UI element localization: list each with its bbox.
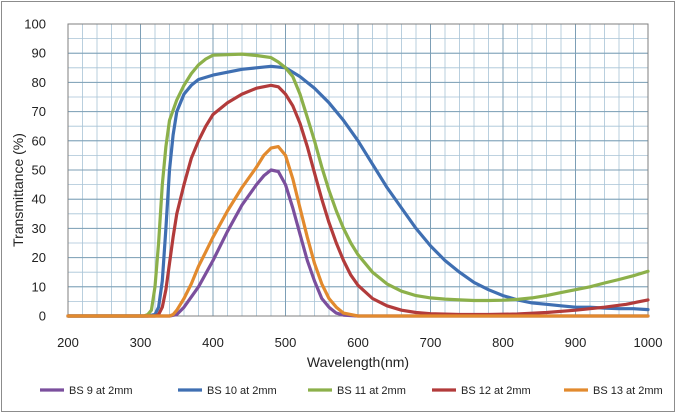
x-axis-tick-labels: 200 300 400 500 600 700 800 900 1000 [57, 335, 662, 350]
legend-label: BS 12 at 2mm [461, 385, 531, 397]
x-axis-title: Wavelength(nm) [307, 354, 409, 370]
x-tick-label: 400 [202, 335, 224, 350]
series-line [66, 168, 650, 318]
x-tick-label: 500 [275, 335, 297, 350]
y-tick-label: 20 [32, 250, 46, 265]
y-tick-label: 70 [32, 104, 46, 119]
y-tick-label: 50 [32, 163, 46, 178]
legend-label: BS 11 at 2mm [337, 385, 406, 397]
series-lines [66, 52, 650, 318]
y-tick-label: 30 [32, 221, 46, 236]
legend-label: BS 9 at 2mm [69, 385, 133, 397]
y-axis-title: Transmittance (%) [10, 133, 26, 247]
y-tick-label: 100 [24, 17, 46, 32]
legend: BS 9 at 2mm BS 10 at 2mm BS 11 at 2mm BS 12… [40, 385, 663, 397]
x-tick-label: 800 [492, 335, 514, 350]
legend-label: BS 10 at 2mm [207, 385, 277, 397]
y-tick-label: 60 [32, 133, 46, 148]
x-tick-label: 1000 [634, 335, 663, 350]
y-tick-label: 40 [32, 192, 46, 207]
y-tick-label: 90 [32, 46, 46, 61]
y-tick-label: 10 [32, 279, 46, 294]
x-tick-label: 300 [130, 335, 152, 350]
y-tick-label: 0 [39, 309, 46, 324]
y-axis-tick-labels: 0 10 20 30 40 50 60 70 80 90 100 [24, 17, 46, 324]
x-tick-label: 900 [565, 335, 587, 350]
x-tick-label: 700 [420, 335, 442, 350]
series-line [66, 52, 650, 318]
series-line [66, 64, 650, 318]
legend-label: BS 13 at 2mm [593, 385, 663, 397]
series-line [66, 145, 650, 318]
x-tick-label: 200 [57, 335, 79, 350]
x-tick-label: 600 [347, 335, 369, 350]
y-tick-label: 80 [32, 75, 46, 90]
